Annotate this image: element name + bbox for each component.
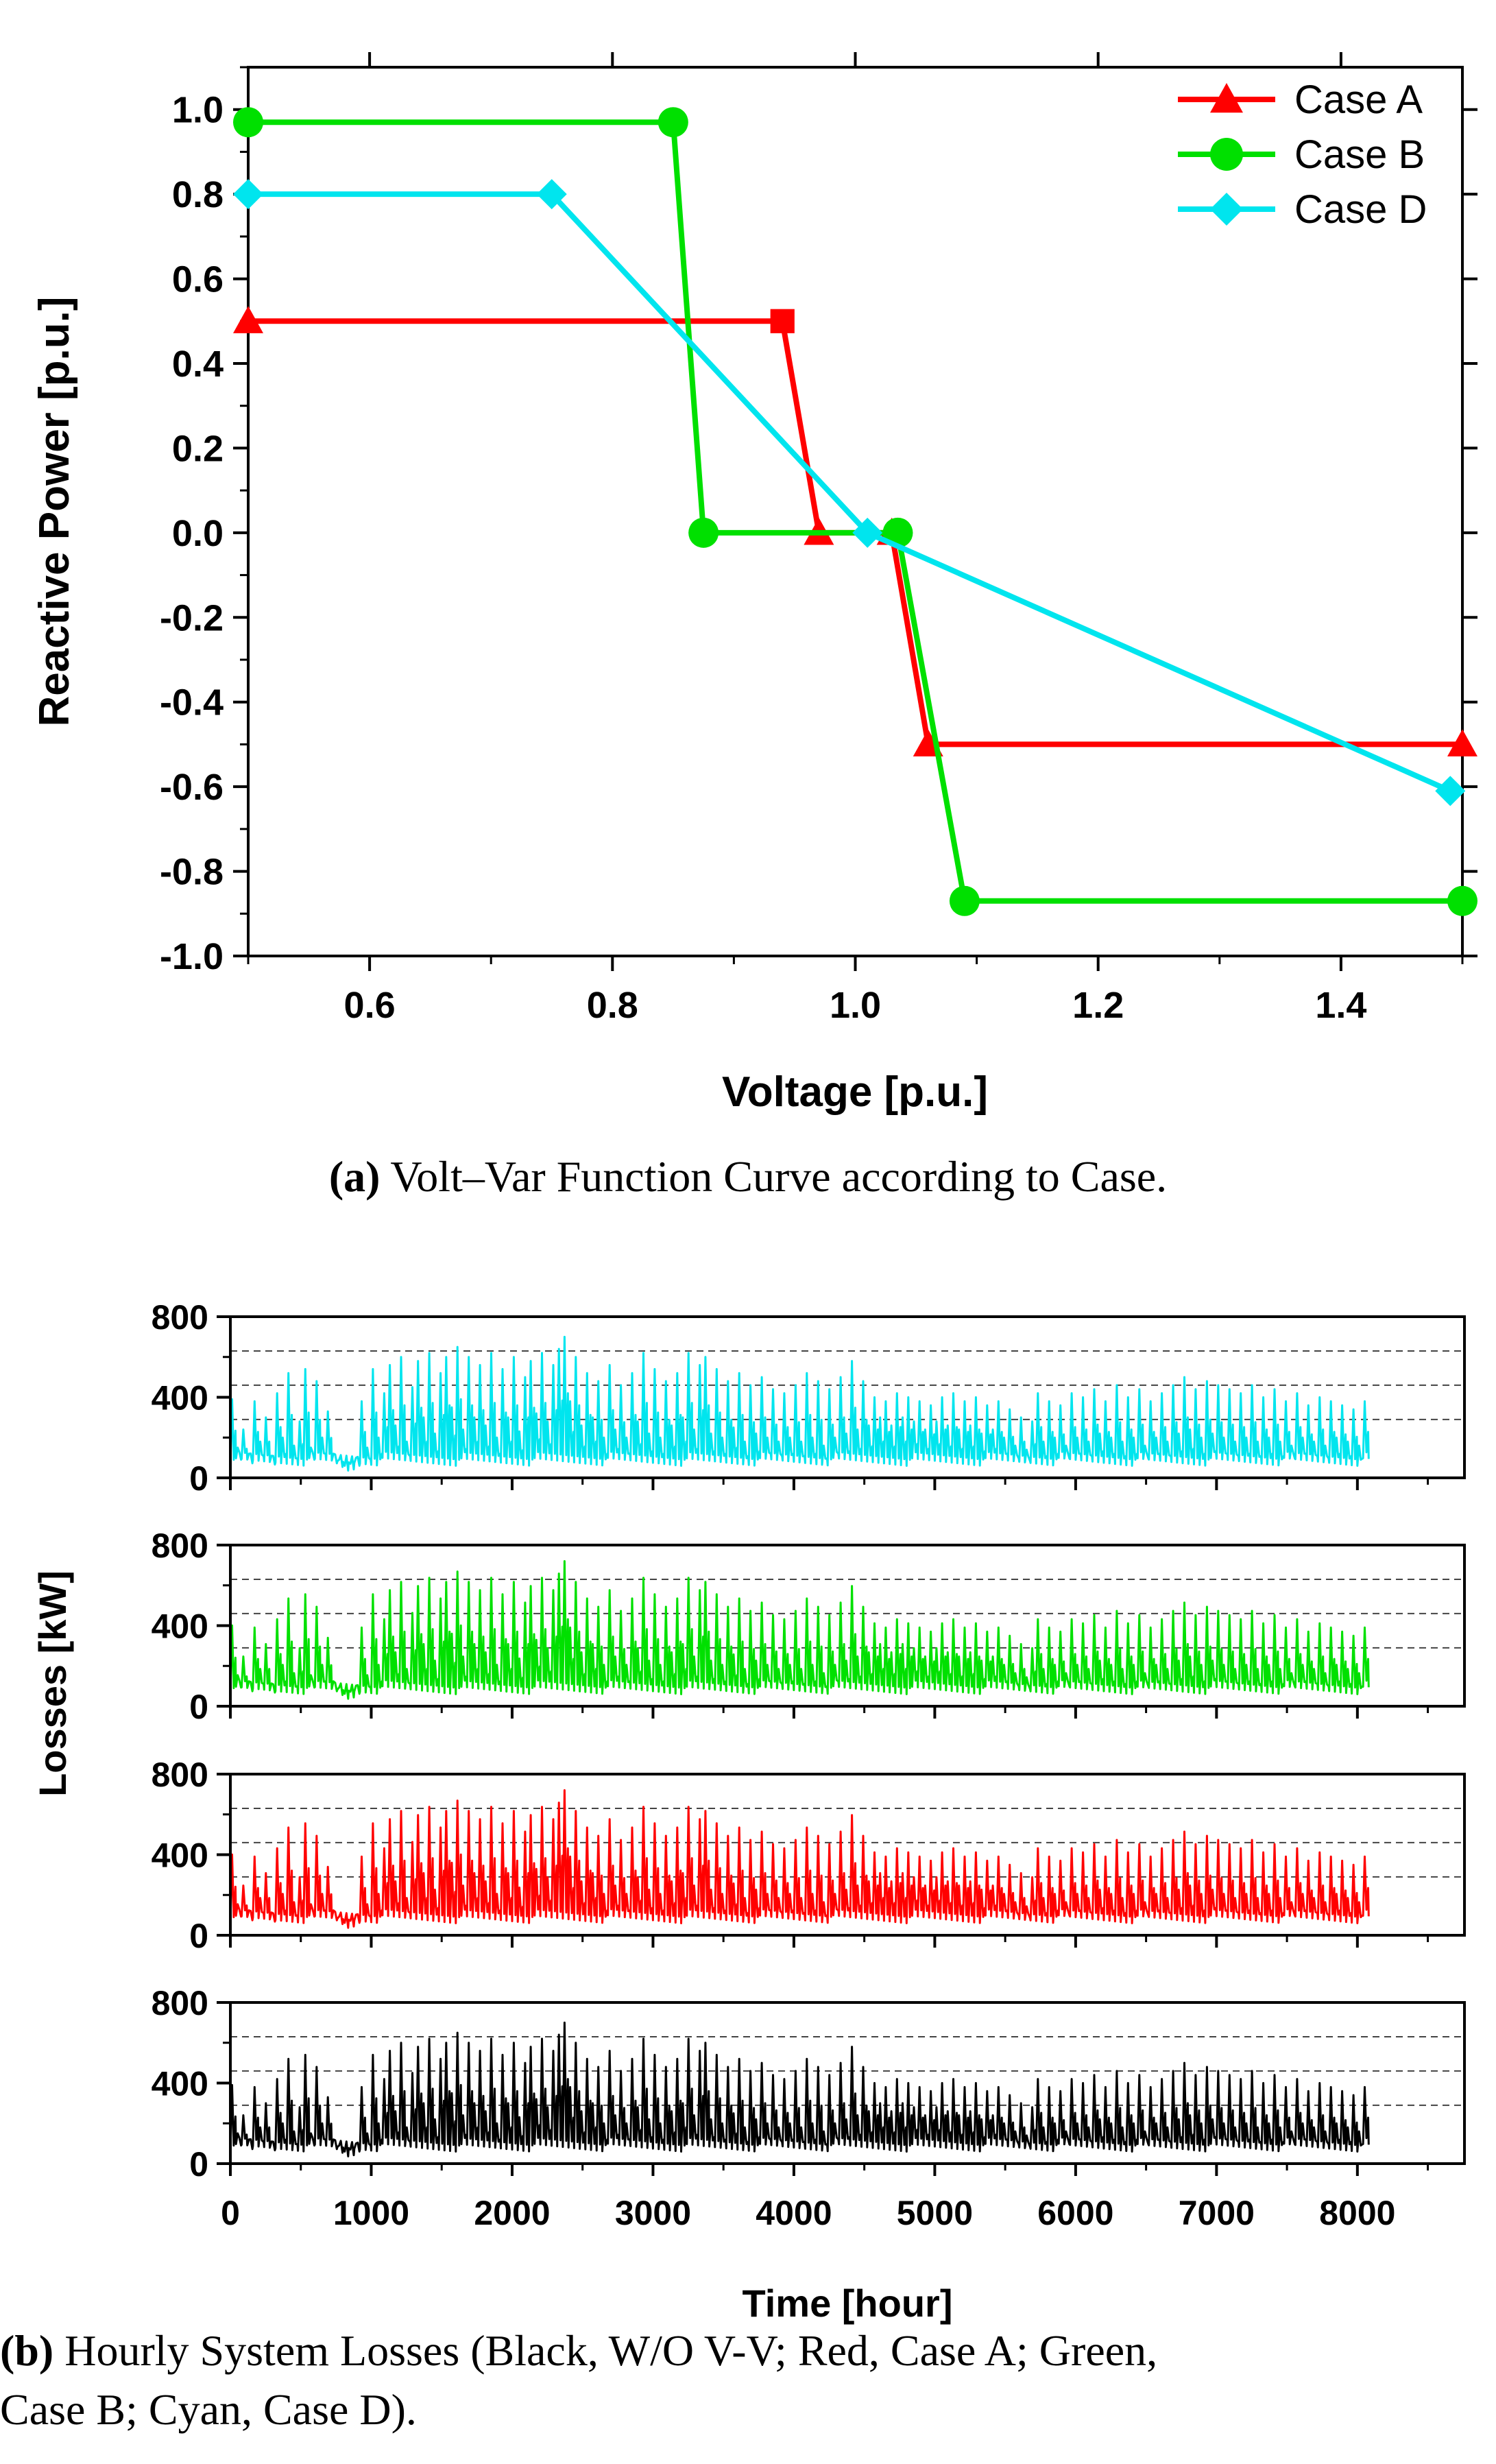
x-tick-label: 6000 bbox=[1037, 2194, 1113, 2232]
x-tick-label: 8000 bbox=[1319, 2194, 1395, 2232]
losses-trace bbox=[229, 1335, 1370, 1472]
y-tick-label: 800 bbox=[152, 1527, 208, 1565]
y-tick-label: 800 bbox=[152, 1298, 208, 1337]
series-case-d bbox=[233, 179, 1466, 806]
hourly-losses-x-axis-label: Time [hour] bbox=[743, 2282, 953, 2325]
losses-panel-case-a: 0 400 800 bbox=[152, 1756, 1466, 1955]
legend-label: Case A bbox=[1294, 77, 1423, 122]
diamond-marker bbox=[852, 517, 883, 548]
x-tick-label: 1.0 bbox=[830, 985, 881, 1026]
legend-label: Case D bbox=[1294, 187, 1427, 232]
hourly-losses-y-axis-label: Losses [kW] bbox=[31, 1570, 74, 1797]
diamond-marker bbox=[233, 179, 263, 210]
losses-panel-w-o-v-v: 0 400 800 bbox=[152, 1984, 1466, 2184]
x-tick-label: 0.8 bbox=[587, 985, 638, 1026]
caption-b-text-line2: Case B; Cyan, Case D). bbox=[0, 2385, 417, 2434]
y-tick-label: 400 bbox=[152, 2065, 208, 2103]
y-tick-label: 0.0 bbox=[172, 513, 224, 554]
circle-marker bbox=[949, 885, 980, 916]
series-line bbox=[248, 119, 1462, 904]
series-case-b bbox=[233, 107, 1477, 916]
series-line bbox=[248, 191, 1451, 793]
circle-marker bbox=[1210, 138, 1243, 171]
x-tick-label: 1.2 bbox=[1072, 985, 1124, 1026]
circle-marker bbox=[1447, 885, 1477, 916]
caption-b-tag: (b) bbox=[0, 2326, 54, 2375]
x-tick-label: 0.6 bbox=[344, 985, 396, 1026]
x-tick-label: 7000 bbox=[1179, 2194, 1255, 2232]
square-marker bbox=[770, 309, 795, 333]
legend-entry: Case A bbox=[1178, 77, 1423, 122]
legend-entry: Case D bbox=[1178, 187, 1427, 232]
triangle-marker bbox=[1447, 729, 1477, 757]
x-tick-label: 1000 bbox=[333, 2194, 409, 2232]
volt-var-y-tick-labels: 1.0 0.8 0.6 0.4 0.2 0.0 -0.2 -0.4 -0.6 -0.8 -1.0 bbox=[160, 90, 224, 977]
y-tick-label: 400 bbox=[152, 1607, 208, 1646]
diamond-marker bbox=[1435, 776, 1466, 806]
legend-label: Case B bbox=[1294, 132, 1425, 177]
diamond-marker bbox=[536, 179, 567, 210]
y-tick-label: 0.6 bbox=[172, 259, 224, 300]
circle-marker bbox=[688, 517, 719, 548]
y-tick-label: -0.4 bbox=[160, 682, 224, 723]
volt-var-x-tick-labels: 0.6 0.8 1.0 1.2 1.4 bbox=[344, 985, 1367, 1026]
y-tick-label: 400 bbox=[152, 1837, 208, 1875]
y-tick-label: 800 bbox=[152, 1984, 208, 2022]
y-tick-label: 0.8 bbox=[172, 174, 224, 215]
y-tick-label: 800 bbox=[152, 1756, 208, 1794]
y-tick-label: -0.8 bbox=[160, 852, 224, 893]
volt-var-series bbox=[233, 107, 1477, 916]
x-tick-label: 3000 bbox=[615, 2194, 691, 2232]
x-tick-label: 2000 bbox=[474, 2194, 550, 2232]
losses-panel-case-b: 0 400 800 bbox=[152, 1527, 1466, 1726]
triangle-marker bbox=[1210, 83, 1243, 113]
y-tick-label: 0 bbox=[189, 1917, 208, 1955]
diamond-marker bbox=[1210, 193, 1243, 226]
caption-b-line1: (b) Hourly System Losses (Black, W/O V-V… bbox=[0, 2323, 1157, 2378]
volt-var-legend: Case A Case B Case D bbox=[1178, 77, 1427, 232]
y-tick-label: -0.6 bbox=[160, 767, 224, 808]
caption-b-text-line1: Hourly System Losses (Black, W/O V-V; Re… bbox=[53, 2326, 1158, 2375]
circle-marker bbox=[233, 107, 263, 138]
hourly-losses-panels: 0 400 800 0 400 800 0 400 800 0 400 800 bbox=[152, 1298, 1466, 2184]
x-tick-label: 1.4 bbox=[1315, 985, 1366, 1026]
y-tick-label: -0.2 bbox=[160, 597, 224, 638]
volt-var-x-axis-label: Voltage [p.u.] bbox=[722, 1068, 988, 1116]
caption-b-line2: Case B; Cyan, Case D). bbox=[0, 2382, 417, 2437]
y-tick-label: 0.4 bbox=[172, 344, 224, 385]
losses-trace bbox=[229, 2021, 1370, 2157]
y-tick-label: 0 bbox=[189, 2145, 208, 2184]
caption-a: (a) Volt–Var Function Curve according to… bbox=[0, 1149, 1496, 1204]
y-tick-label: 0 bbox=[189, 1688, 208, 1726]
y-tick-label: 0 bbox=[189, 1459, 208, 1498]
caption-a-text: Volt–Var Function Curve according to Cas… bbox=[380, 1152, 1168, 1201]
y-tick-label: 0.2 bbox=[172, 428, 224, 469]
x-tick-label: 4000 bbox=[756, 2194, 832, 2232]
circle-marker bbox=[657, 107, 688, 138]
volt-var-y-axis-label: Reactive Power [p.u.] bbox=[31, 296, 78, 726]
triangle-marker bbox=[233, 306, 263, 333]
losses-panel-case-d: 0 400 800 bbox=[152, 1298, 1466, 1498]
y-tick-label: -1.0 bbox=[160, 936, 224, 977]
caption-a-tag: (a) bbox=[328, 1152, 381, 1201]
legend-entry: Case B bbox=[1178, 132, 1425, 177]
x-tick-label: 0 bbox=[221, 2194, 240, 2232]
losses-trace bbox=[229, 1560, 1370, 1700]
volt-var-chart: 0.6 0.8 1.0 1.2 1.4 1.0 0.8 0.6 0.4 0.2 0.0 -0.2 -0… bbox=[31, 52, 1477, 1116]
losses-trace bbox=[229, 1789, 1370, 1929]
hourly-losses-x-tick-labels: 0 1000 2000 3000 4000 5000 6000 7000 8000 bbox=[221, 2194, 1395, 2232]
y-tick-label: 1.0 bbox=[172, 90, 224, 131]
x-tick-label: 5000 bbox=[897, 2194, 973, 2232]
volt-var-plot-frame bbox=[247, 66, 1464, 957]
y-tick-label: 400 bbox=[152, 1379, 208, 1418]
volt-var-axis-ticks bbox=[233, 52, 1477, 971]
